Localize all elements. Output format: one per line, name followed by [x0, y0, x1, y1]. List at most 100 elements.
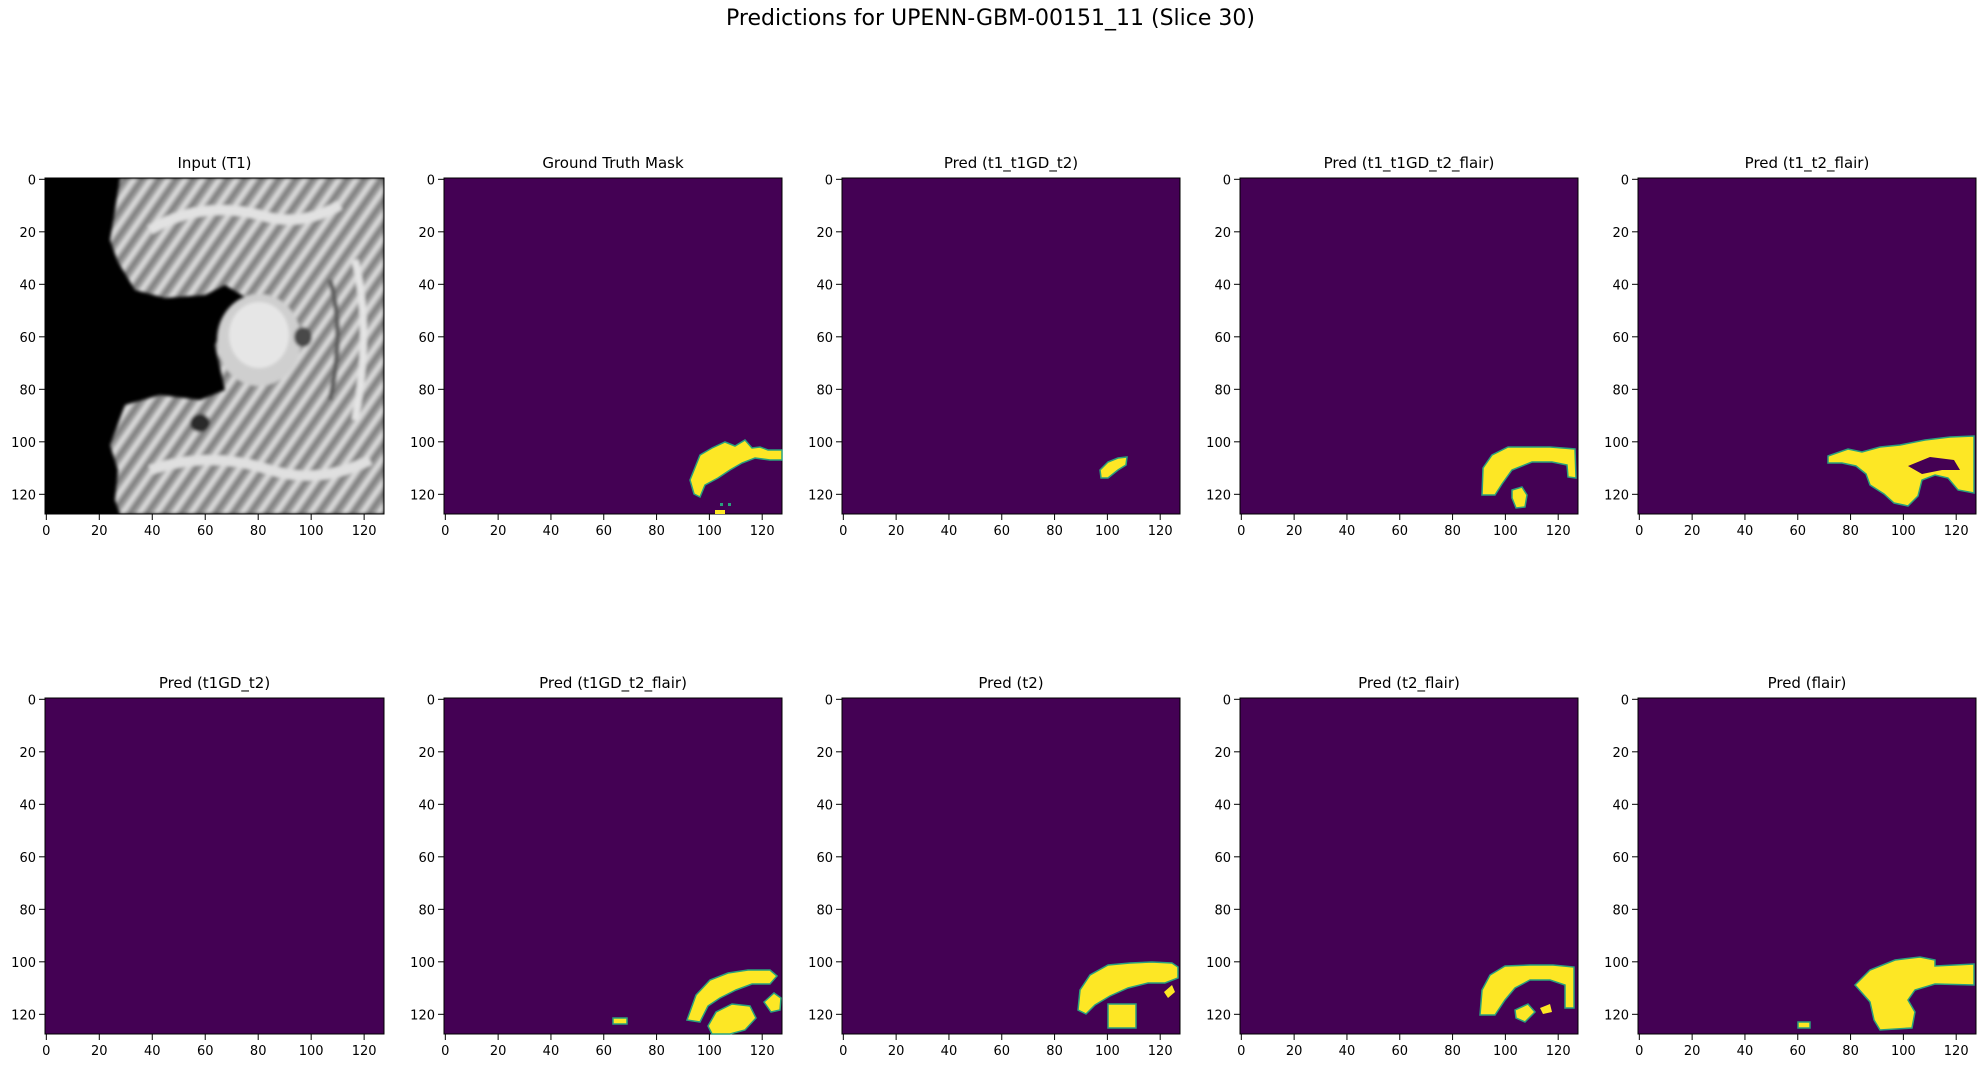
x-tick-label: 40: [144, 524, 161, 539]
y-tick-label: 20: [1214, 746, 1231, 761]
y-tick-label: 100: [1206, 436, 1231, 451]
x-tick-label: 120: [352, 524, 377, 539]
axis-ticks: 0 0 20 20 40 40 60 60 80 80 100 100 120 120: [1206, 173, 1570, 539]
y-tick-label: 60: [816, 331, 833, 346]
y-tick-label: 0: [1621, 693, 1629, 708]
y-tick-label: 0: [427, 693, 435, 708]
y-tick-label: 0: [1621, 173, 1629, 188]
mask-region: [1099, 456, 1128, 479]
x-tick-label: 60: [1789, 1044, 1806, 1059]
x-tick-label: 100: [697, 1044, 722, 1059]
y-tick-label: 40: [816, 798, 833, 813]
y-tick-label: 120: [1604, 488, 1629, 503]
panel-title: Pred (t1GD_t2_flair): [539, 674, 687, 693]
x-tick-label: 20: [1684, 524, 1701, 539]
x-tick-label: 0: [1237, 524, 1245, 539]
panel-title: Pred (flair): [1768, 674, 1847, 692]
figure-title: Predictions for UPENN-GBM-00151_11 (Slic…: [726, 6, 1255, 31]
x-tick-label: 40: [941, 524, 958, 539]
y-tick-label: 60: [19, 331, 36, 346]
y-tick-label: 120: [11, 1008, 36, 1023]
y-tick-label: 80: [418, 903, 435, 918]
panel-pred-t1gd-t2: Pred (t1GD_t2) 0 0 20 20 40 40 60 60 80 80 100 100 1…: [11, 674, 385, 1059]
x-tick-label: 20: [91, 524, 108, 539]
mask-region: [1797, 1021, 1811, 1029]
panel-title: Input (T1): [177, 154, 251, 172]
x-tick-label: 20: [1286, 524, 1303, 539]
y-tick-label: 80: [816, 903, 833, 918]
mask-region: [1514, 1003, 1537, 1023]
y-tick-label: 100: [1604, 436, 1629, 451]
x-tick-label: 60: [1391, 524, 1408, 539]
x-tick-label: 120: [750, 1044, 775, 1059]
mask-region: [1511, 486, 1528, 509]
y-tick-label: 120: [808, 488, 833, 503]
x-tick-label: 60: [595, 1044, 612, 1059]
y-tick-label: 80: [816, 383, 833, 398]
x-tick-label: 0: [441, 1044, 449, 1059]
x-tick-label: 120: [1546, 524, 1571, 539]
x-tick-label: 0: [839, 524, 847, 539]
x-tick-label: 40: [543, 1044, 560, 1059]
x-tick-label: 60: [1391, 1044, 1408, 1059]
mask-region: [689, 439, 783, 514]
mask-hole: [1908, 457, 1960, 474]
x-tick-label: 120: [1944, 1044, 1969, 1059]
y-tick-label: 80: [1612, 903, 1629, 918]
y-tick-label: 100: [1604, 956, 1629, 971]
panel-pred-t1-t1gd-t2: Pred (t1_t1GD_t2) 0 0 20 20 40 40 60 60 80 80 100 1…: [808, 154, 1181, 539]
x-tick-label: 120: [750, 524, 775, 539]
panel-title: Pred (t1_t1GD_t2_flair): [1324, 154, 1495, 173]
mask-region: [1479, 964, 1575, 1016]
x-tick-label: 100: [1095, 1044, 1120, 1059]
y-tick-label: 40: [418, 278, 435, 293]
x-tick-label: 40: [1737, 1044, 1754, 1059]
y-tick-label: 120: [1206, 1008, 1231, 1023]
x-tick-label: 100: [1493, 524, 1518, 539]
y-tick-label: 20: [816, 746, 833, 761]
y-tick-label: 100: [808, 436, 833, 451]
y-tick-label: 100: [11, 436, 36, 451]
y-tick-label: 60: [1214, 851, 1231, 866]
x-tick-label: 80: [250, 1044, 267, 1059]
panel-pred-t1-t2-flair: Pred (t1_t2_flair) 0 0 20 20 40 40 60 60 80 80 100…: [1604, 154, 1977, 539]
y-tick-label: 120: [410, 1008, 435, 1023]
x-tick-label: 20: [888, 1044, 905, 1059]
panel-title: Pred (t2): [978, 674, 1043, 692]
x-tick-label: 40: [543, 524, 560, 539]
y-tick-label: 40: [816, 278, 833, 293]
x-tick-label: 40: [1339, 524, 1356, 539]
y-tick-label: 0: [1223, 693, 1231, 708]
y-tick-label: 40: [19, 798, 36, 813]
y-tick-label: 100: [1206, 956, 1231, 971]
x-tick-label: 80: [1444, 1044, 1461, 1059]
y-tick-label: 0: [825, 173, 833, 188]
y-tick-label: 0: [427, 173, 435, 188]
x-tick-label: 80: [1046, 1044, 1063, 1059]
x-tick-label: 100: [299, 1044, 324, 1059]
mask-region: [1107, 1003, 1137, 1029]
y-tick-label: 60: [1612, 851, 1629, 866]
x-tick-label: 80: [250, 524, 267, 539]
y-tick-label: 100: [410, 436, 435, 451]
x-tick-label: 60: [993, 524, 1010, 539]
axis-ticks: 0 0 20 20 40 40 60 60 80 80 100 100 120 120: [410, 693, 774, 1059]
panel-pred-t1gd-t2-flair: Pred (t1GD_t2_flair) 0 0 20 20 40 40 60 60 80 80 1…: [410, 674, 783, 1059]
panel-title: Pred (t2_flair): [1358, 674, 1460, 693]
x-tick-label: 0: [1635, 1044, 1643, 1059]
x-tick-label: 60: [595, 524, 612, 539]
y-tick-label: 120: [1604, 1008, 1629, 1023]
y-tick-label: 100: [808, 956, 833, 971]
y-tick-label: 0: [825, 693, 833, 708]
y-tick-label: 80: [1612, 383, 1629, 398]
panel-pred-t2-flair: Pred (t2_flair) 0 0 20 20 40 40 60 60 80 80 100 100…: [1206, 674, 1579, 1059]
x-tick-label: 100: [1095, 524, 1120, 539]
panel-title: Pred (t1_t1GD_t2): [944, 154, 1078, 173]
panel-title: Pred (t1_t2_flair): [1745, 154, 1870, 173]
mask-region: [1540, 1004, 1552, 1014]
panel-input-t1: Input (T1) 0 0 20 20 40 40 60 60 80 80 100 100 120 12…: [11, 154, 385, 539]
panel-pred-t1-t1gd-t2-flair: Pred (t1_t1GD_t2_flair) 0 0 20 20 40 40 60 60 80…: [1206, 154, 1579, 539]
y-tick-label: 20: [418, 226, 435, 241]
x-tick-label: 80: [648, 1044, 665, 1059]
mask-region: [1827, 435, 1975, 507]
